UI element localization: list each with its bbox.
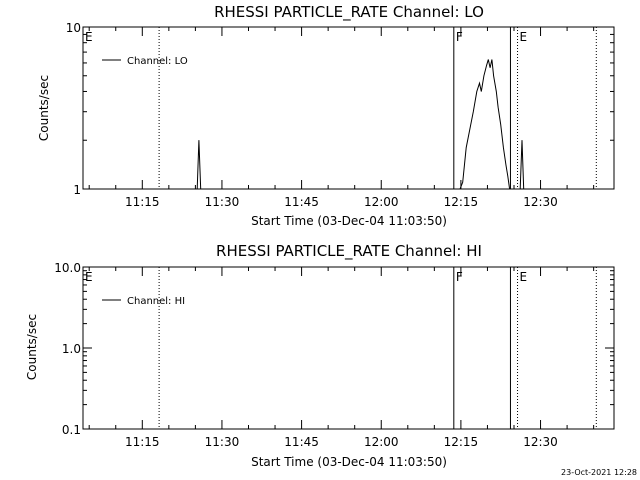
panel-hi-plot-area: 11:15 11:30 11:45 12:00 12:15 12:30 0.1 1.0 10.0… <box>54 261 615 449</box>
panel-lo-y-axis-label: Counts/sec <box>37 75 51 141</box>
panel-lo-axes-frame <box>82 26 615 190</box>
panel-hi-x-tick-label: 11:45 <box>284 435 319 449</box>
panel-lo: RHESSI PARTICLE_RATE Channel: LO 11:15 11… <box>37 3 615 228</box>
panel-lo-x-tick-label: 11:15 <box>125 195 160 209</box>
panel-hi-x-tick-label: 12:30 <box>523 435 558 449</box>
panel-hi-y-tick-label: 1.0 <box>62 342 81 356</box>
panel-hi-x-tick-label: 12:00 <box>364 435 399 449</box>
panel-hi-y-tick-label: 0.1 <box>62 423 81 437</box>
panel-hi-y-tick-label: 10.0 <box>54 261 81 275</box>
panel-hi-x-tick-label: 11:15 <box>125 435 160 449</box>
panel-hi-x-axis-label: Start Time (03-Dec-04 11:03:50) <box>251 455 447 469</box>
panel-lo-legend-label: Channel: LO <box>127 56 188 67</box>
panel-lo-plot-area: 11:15 11:30 11:45 12:00 12:15 12:30 1 10 E F E Chan… <box>66 21 615 209</box>
panel-hi-title: RHESSI PARTICLE_RATE Channel: HI <box>216 242 482 261</box>
panel-hi-event-marker-label: F <box>456 270 463 284</box>
panel-lo-x-tick-label: 12:30 <box>523 195 558 209</box>
panel-lo-event-marker-label: F <box>456 30 463 44</box>
panel-lo-event-marker-label: E <box>85 30 93 44</box>
panel-lo-x-tick-label: 12:15 <box>444 195 479 209</box>
panel-lo-title: RHESSI PARTICLE_RATE Channel: LO <box>214 3 484 22</box>
panel-lo-x-tick-label: 12:00 <box>364 195 399 209</box>
panel-hi-legend-label: Channel: HI <box>127 296 185 307</box>
panel-hi: RHESSI PARTICLE_RATE Channel: HI 11:15 11… <box>25 242 615 469</box>
panel-hi-event-marker-label: E <box>520 270 528 284</box>
panel-hi-event-marker-label: E <box>85 270 93 284</box>
footer-timestamp: 23-Oct-2021 12:28 <box>561 468 637 477</box>
panel-hi-x-tick-label: 12:15 <box>444 435 479 449</box>
panel-lo-x-axis-label: Start Time (03-Dec-04 11:03:50) <box>251 214 447 228</box>
panel-lo-series-line <box>83 59 614 190</box>
panel-lo-y-tick-label: 1 <box>73 183 81 197</box>
panel-hi-x-tick-label: 11:30 <box>205 435 240 449</box>
panel-hi-y-axis-label: Counts/sec <box>25 314 39 380</box>
panel-hi-axes-frame <box>82 266 615 430</box>
panel-lo-x-tick-label: 11:45 <box>284 195 319 209</box>
panel-lo-event-marker-label: E <box>520 30 528 44</box>
panel-lo-y-tick-label: 10 <box>66 21 81 35</box>
panel-lo-x-tick-label: 11:30 <box>205 195 240 209</box>
